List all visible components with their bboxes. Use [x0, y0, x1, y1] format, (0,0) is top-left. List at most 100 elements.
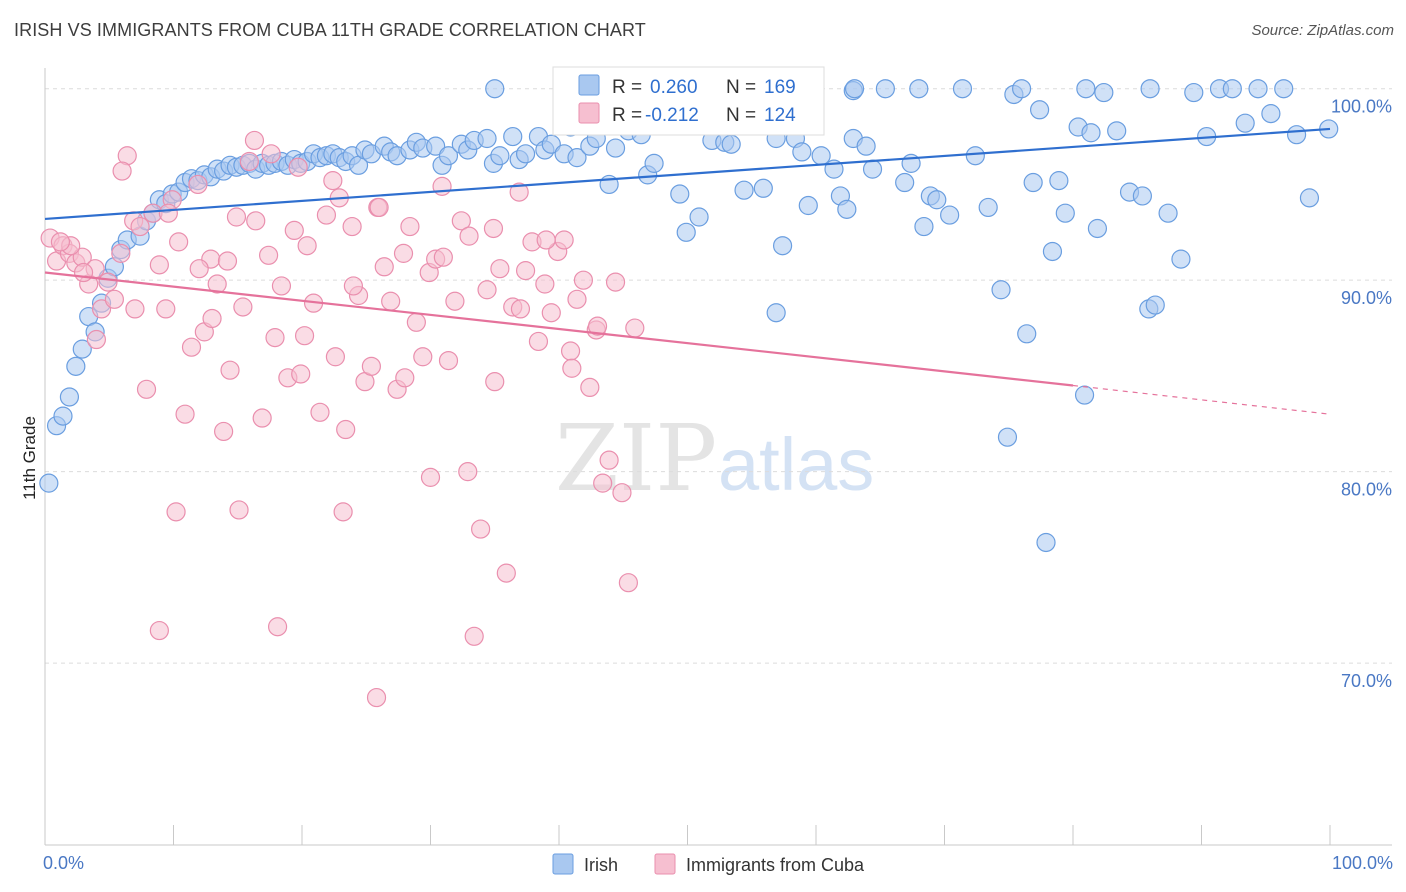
- irish-point: [909, 79, 929, 99]
- y-axis-label: 11th Grade: [20, 416, 39, 500]
- cuba-point: [325, 347, 346, 367]
- y-tick-label: 90.0%: [1341, 288, 1392, 308]
- irish-point: [1248, 79, 1268, 99]
- cuba-point: [343, 276, 363, 296]
- cuba-point: [310, 402, 330, 422]
- irish-point: [1017, 324, 1037, 344]
- irish-point: [1081, 123, 1101, 143]
- legend-irish-r-label: R =: [612, 77, 642, 98]
- cuba-point: [361, 356, 381, 376]
- legend-swatch-irish: [578, 74, 600, 96]
- cuba-point: [528, 331, 549, 352]
- bottom-legend-swatch-irish: [552, 853, 574, 875]
- cuba-point: [239, 151, 259, 172]
- cuba-point: [605, 272, 626, 292]
- legend-swatch-cuba: [578, 102, 600, 124]
- cuba-point: [395, 368, 415, 388]
- cuba-trend-line: [44, 271, 1074, 387]
- cuba-point: [175, 404, 195, 424]
- irish-point: [734, 180, 754, 200]
- cuba-point: [333, 502, 353, 522]
- cuba-point: [567, 289, 587, 309]
- cuba-point: [451, 211, 471, 231]
- legend-irish-n-label: N =: [726, 77, 756, 98]
- cuba-point: [125, 299, 145, 319]
- irish-point: [895, 172, 915, 193]
- cuba-point: [316, 205, 337, 225]
- irish-point: [721, 134, 741, 154]
- cuba-point: [149, 255, 169, 275]
- legend-cuba-n-label: N =: [726, 105, 756, 126]
- cuba-point: [464, 626, 484, 646]
- irish-point: [1087, 218, 1108, 239]
- irish-point: [978, 197, 998, 218]
- irish-point: [676, 222, 696, 242]
- cuba-point: [323, 171, 343, 191]
- irish-point: [1094, 82, 1114, 103]
- bottom-legend-cuba: Immigrants from Cuba: [686, 855, 865, 875]
- irish-point: [72, 339, 92, 359]
- irish-point: [1076, 79, 1096, 99]
- legend-irish-r-value: 0.260: [650, 77, 698, 98]
- cuba-point: [267, 617, 288, 637]
- irish-point: [1286, 125, 1307, 145]
- irish-point: [875, 79, 895, 99]
- cuba-point: [459, 226, 479, 246]
- cuba-point: [510, 299, 531, 319]
- cuba-point: [294, 326, 315, 346]
- irish-point: [644, 153, 664, 173]
- cuba-point: [458, 462, 478, 482]
- cuba-point: [618, 573, 638, 593]
- cuba-point: [104, 289, 124, 309]
- axes: [44, 68, 1392, 846]
- cuba-point: [366, 687, 387, 708]
- cuba-point: [169, 232, 189, 252]
- cuba-point: [490, 259, 510, 279]
- cuba-point: [91, 299, 112, 319]
- irish-point: [837, 199, 857, 219]
- irish-point: [426, 136, 446, 156]
- cuba-point: [217, 251, 238, 271]
- irish-point: [766, 303, 786, 323]
- irish-point: [1145, 295, 1165, 315]
- legend-irish-n-value: 169: [764, 77, 796, 98]
- cuba-point: [158, 203, 178, 223]
- irish-point: [862, 159, 883, 179]
- legend-cuba-r-label: R =: [612, 105, 642, 126]
- cuba-point: [420, 467, 441, 487]
- cuba-point: [599, 450, 619, 470]
- irish-point: [1029, 100, 1050, 120]
- cuba-point: [515, 261, 536, 281]
- cuba-point: [244, 130, 265, 151]
- irish-point: [927, 190, 947, 210]
- irish-point: [991, 280, 1011, 300]
- cuba-point: [433, 247, 453, 267]
- cuba-point: [625, 318, 645, 338]
- irish-point: [670, 184, 690, 204]
- cuba-point: [432, 176, 452, 196]
- bottom-legend-irish: Irish: [584, 855, 618, 875]
- correlation-legend: R = 0.260 N = 169 R = -0.212 N = 124: [552, 66, 825, 136]
- irish-point: [844, 79, 865, 99]
- irish-point: [66, 356, 86, 376]
- irish-point: [811, 146, 831, 166]
- irish-point: [1299, 188, 1320, 208]
- bottom-legend-swatch-cuba: [654, 853, 676, 875]
- cuba-point: [400, 216, 420, 237]
- cuba-point: [560, 341, 581, 361]
- cuba-point: [50, 232, 71, 252]
- cuba-point: [612, 483, 632, 503]
- cuba-point: [98, 272, 118, 292]
- cuba-point: [536, 230, 556, 250]
- cuba-point: [265, 328, 285, 348]
- irish-point: [1235, 113, 1255, 133]
- cuba-trend-line-extension: [1072, 384, 1331, 415]
- irish-point: [515, 144, 536, 164]
- cuba-point: [229, 500, 249, 520]
- irish-point: [753, 178, 773, 198]
- cuba-point: [297, 236, 317, 256]
- irish-point: [1011, 79, 1032, 99]
- irish-point: [1132, 186, 1152, 206]
- irish-point: [1036, 532, 1056, 553]
